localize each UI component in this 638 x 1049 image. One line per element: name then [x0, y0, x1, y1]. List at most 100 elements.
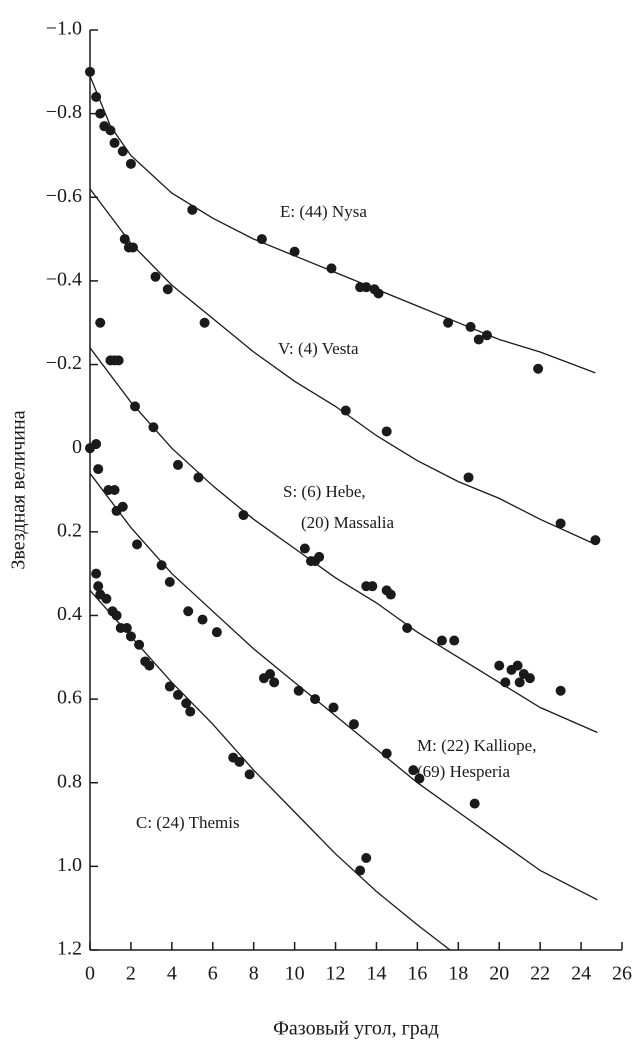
data-point: [402, 623, 413, 633]
data-point: [373, 288, 384, 299]
y-tick-label: −0.8: [46, 101, 82, 123]
fit-curve: [89, 589, 451, 951]
data-point: [117, 501, 128, 512]
data-point: [367, 581, 378, 592]
data-point: [293, 685, 304, 696]
x-tick-label: 18: [448, 963, 468, 985]
data-point: [555, 518, 566, 529]
data-point: [111, 610, 122, 621]
x-tick-label: 0: [85, 963, 95, 985]
data-point: [164, 681, 175, 692]
series-label: V: (4) Vesta: [278, 339, 359, 358]
data-point: [385, 589, 396, 600]
y-axis-label: Звездная величина: [8, 410, 30, 569]
x-tick-label: 20: [489, 963, 509, 985]
data-point: [119, 234, 130, 245]
data-point: [289, 246, 300, 257]
y-tick-label: −0.2: [46, 352, 82, 374]
data-point: [234, 756, 245, 767]
data-point: [244, 769, 255, 780]
data-point: [117, 146, 128, 157]
data-point: [436, 635, 447, 646]
data-point: [156, 560, 167, 571]
series-label: (20) Massalia: [301, 513, 394, 532]
data-point: [150, 271, 161, 282]
data-point: [355, 865, 366, 876]
data-point: [500, 677, 511, 688]
data-point: [199, 317, 210, 328]
data-point: [93, 464, 104, 475]
data-point: [185, 706, 196, 717]
data-point: [125, 631, 136, 642]
data-point: [465, 321, 476, 332]
data-point: [512, 660, 523, 671]
data-point: [95, 317, 106, 328]
data-point: [414, 773, 425, 784]
data-point: [91, 568, 102, 579]
data-point: [172, 689, 183, 700]
data-point: [481, 330, 492, 341]
data-point: [162, 284, 173, 295]
data-point: [101, 593, 112, 604]
data-point: [469, 798, 480, 809]
x-tick-label: 4: [167, 963, 177, 985]
data-point: [340, 405, 351, 416]
data-point: [310, 694, 321, 705]
data-point: [193, 472, 204, 483]
x-tick-label: 2: [126, 963, 136, 985]
data-point: [361, 282, 372, 293]
data-point: [197, 614, 208, 625]
data-point: [127, 242, 138, 253]
data-point: [348, 719, 359, 730]
series-label: S: (6) Hebe,: [283, 482, 366, 501]
data-point: [109, 137, 120, 148]
data-point: [524, 673, 535, 684]
data-point: [443, 317, 454, 328]
data-point: [381, 426, 392, 437]
series-label: C: (24) Themis: [136, 813, 240, 832]
x-tick-label: 12: [326, 963, 346, 985]
fit-curve: [89, 472, 598, 901]
data-point: [328, 702, 339, 713]
data-point: [132, 539, 143, 550]
y-tick-label: 0.8: [57, 770, 82, 792]
series-label: E: (44) Nysa: [280, 202, 367, 221]
data-point: [187, 204, 198, 215]
data-point: [590, 535, 601, 546]
data-point: [183, 606, 194, 617]
data-point: [93, 581, 104, 592]
fit-curve: [89, 188, 596, 545]
data-point: [314, 551, 325, 562]
data-point: [238, 510, 249, 521]
data-point: [494, 660, 505, 671]
data-point: [125, 158, 136, 169]
data-point: [555, 685, 566, 696]
data-point: [134, 639, 145, 650]
data-point: [449, 635, 460, 646]
x-tick-label: 26: [612, 963, 632, 985]
data-point: [256, 234, 267, 245]
data-point: [91, 439, 102, 449]
data-point: [326, 263, 337, 274]
data-point: [109, 485, 120, 495]
x-tick-label: 24: [571, 963, 591, 985]
x-axis-label: Фазовый угол, град: [273, 1018, 439, 1040]
y-tick-label: −0.4: [46, 269, 82, 291]
data-point: [265, 669, 276, 679]
data-point: [181, 698, 192, 709]
data-point: [121, 623, 132, 633]
x-tick-label: 14: [366, 963, 386, 985]
data-point: [95, 108, 106, 119]
data-point: [172, 459, 183, 470]
x-tick-label: 22: [530, 963, 550, 985]
series-label: M: (22) Kalliope,: [417, 736, 536, 755]
fit-curve: [89, 75, 596, 374]
data-point: [473, 334, 484, 345]
x-tick-label: 6: [208, 963, 218, 985]
data-point: [148, 422, 159, 433]
x-tick-label: 16: [407, 963, 427, 985]
data-point: [144, 660, 155, 671]
y-tick-label: 1.2: [57, 938, 82, 960]
